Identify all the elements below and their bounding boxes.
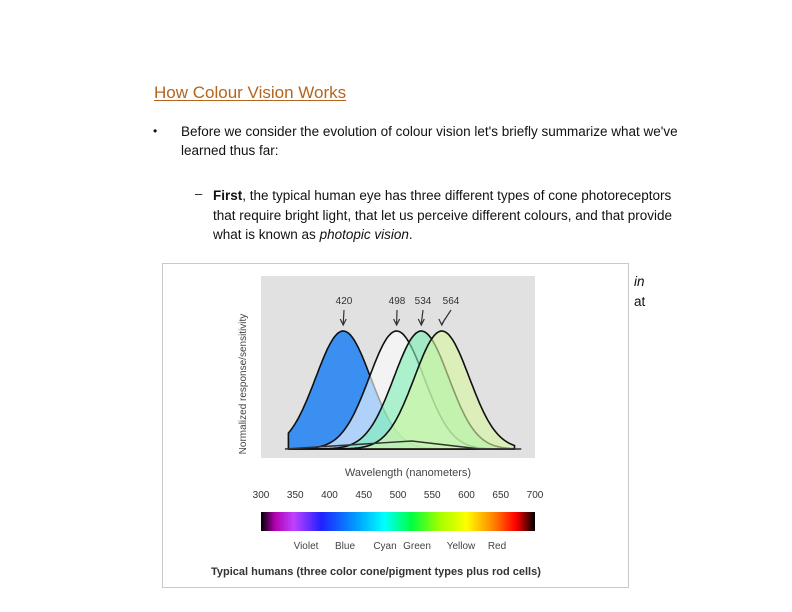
sub-bullet-marker: –: [195, 186, 203, 201]
spectrum-label: Blue: [335, 541, 355, 552]
figure-caption: Typical humans (three color cone/pigment…: [211, 566, 541, 578]
peak-label-420: 420: [336, 296, 353, 307]
cone-text-end: .: [408, 227, 413, 242]
cone-sensitivity-figure: 420 498 534 564 Normalized response/sensiti…: [162, 263, 629, 588]
x-tick-label: 300: [253, 490, 270, 501]
peak-arrow-564: [438, 309, 452, 327]
x-tick-label: 500: [390, 490, 407, 501]
x-tick-label: 400: [321, 490, 338, 501]
spectrum-label: Red: [488, 541, 506, 552]
peak-arrow-420: [339, 309, 347, 327]
spectrum-label: Yellow: [447, 541, 476, 552]
x-tick-label: 450: [355, 490, 372, 501]
x-tick-label: 600: [458, 490, 475, 501]
overflow-line-2: at: [634, 293, 646, 309]
x-tick-label: 700: [527, 490, 544, 501]
page-title: How Colour Vision Works: [154, 83, 347, 102]
peak-label-498: 498: [389, 296, 406, 307]
bullet-marker: •: [153, 124, 158, 138]
rod-baseline: [284, 440, 522, 450]
x-tick-label: 650: [492, 490, 509, 501]
cone-paragraph: First, the typical human eye has three d…: [213, 186, 683, 245]
x-tick-label: 350: [287, 490, 304, 501]
spectrum-label: Green: [403, 541, 431, 552]
cone-text: , the typical human eye has three differ…: [213, 188, 673, 242]
spectrum-label: Cyan: [373, 541, 396, 552]
overflow-text: in at: [634, 272, 645, 311]
overflow-line-1: in: [634, 274, 645, 289]
peak-label-534: 534: [415, 296, 432, 307]
sensitivity-curve-564: [288, 330, 516, 450]
photopic-term: photopic vision: [319, 227, 409, 242]
spectrum-bar: [261, 512, 535, 531]
peak-arrow-534: [417, 309, 425, 327]
x-tick-label: 550: [424, 490, 441, 501]
first-label: First: [213, 188, 243, 203]
peak-label-564: 564: [443, 296, 460, 307]
x-axis-label: Wavelength (nanometers): [345, 467, 471, 479]
y-axis-label: Normalized response/sensitivity: [238, 314, 249, 455]
summary-paragraph: Before we consider the evolution of colo…: [181, 124, 678, 158]
sensitivity-chart: 420 498 534 564 Normalized response/sensiti…: [211, 276, 544, 578]
spectrum-label: Violet: [294, 541, 319, 552]
peak-arrow-498: [393, 309, 401, 327]
